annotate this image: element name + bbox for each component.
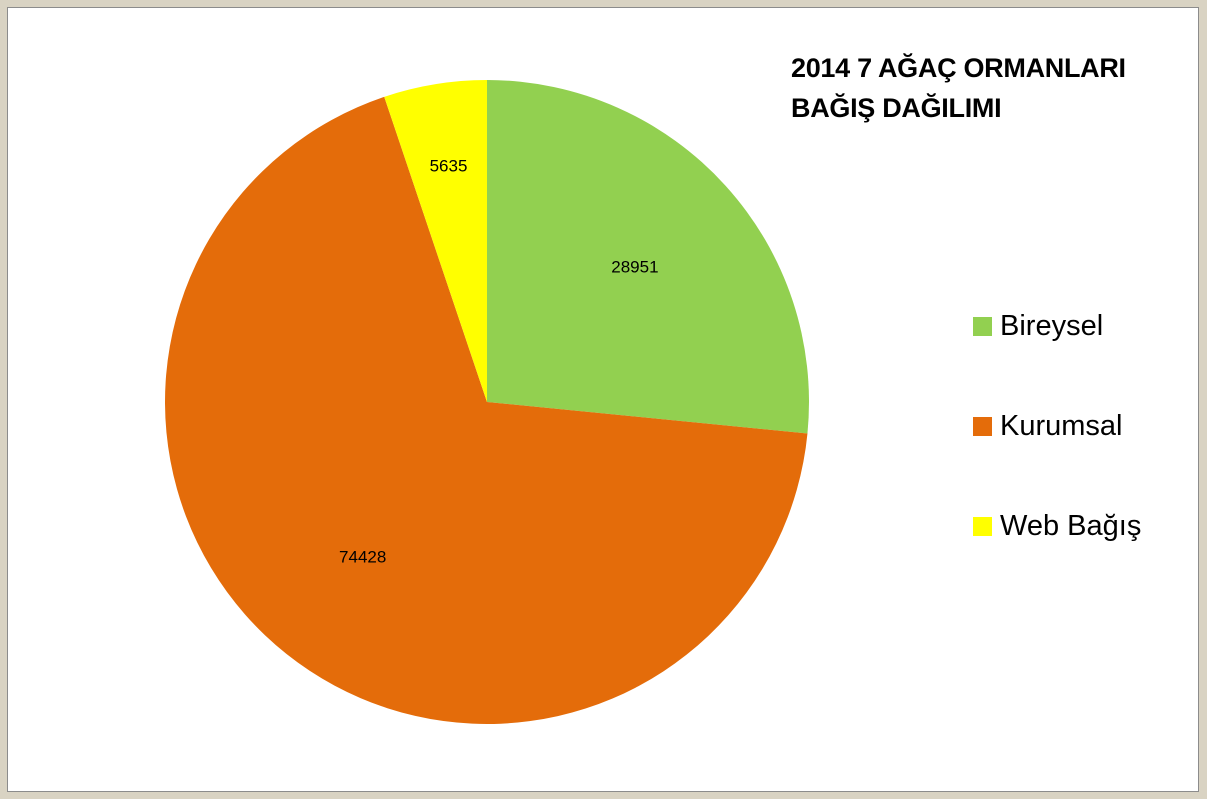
chart-title: 2014 7 AĞAÇ ORMANLARI BAĞIŞ DAĞILIMI <box>791 48 1191 128</box>
legend-swatch-web-bagis <box>973 516 992 536</box>
data-label-web-bagis: 5635 <box>430 156 468 175</box>
chart-title-line-1: 2014 7 AĞAÇ ORMANLARI <box>791 53 1126 83</box>
legend-item-bireysel: Bireysel <box>973 306 1103 346</box>
legend-swatch-bireysel <box>973 316 992 336</box>
pie-slices <box>165 80 809 724</box>
chart-title-line-2: BAĞIŞ DAĞILIMI <box>791 93 1002 123</box>
data-label-kurumsal: 74428 <box>339 548 386 567</box>
legend-label-kurumsal: Kurumsal <box>1000 409 1123 442</box>
pie-slice-bireysel <box>487 80 809 434</box>
pie-slice-kurumsal <box>165 96 808 724</box>
data-label-bireysel: 28951 <box>611 257 658 276</box>
pie-data-labels: 28951 74428 5635 <box>339 156 658 566</box>
legend-item-web-bagis: Web Bağış <box>973 506 1141 546</box>
legend-swatch-kurumsal <box>973 416 992 436</box>
legend-label-web-bagis: Web Bağış <box>1000 509 1142 542</box>
legend-label-bireysel: Bireysel <box>1000 309 1104 342</box>
chart-area: 2014 7 AĞAÇ ORMANLARI BAĞIŞ DAĞILIMI 289… <box>7 7 1199 792</box>
pie-chart: 28951 74428 5635 <box>165 80 809 724</box>
pie-slice-web-bagis <box>384 80 487 402</box>
legend-item-kurumsal: Kurumsal <box>973 406 1123 446</box>
